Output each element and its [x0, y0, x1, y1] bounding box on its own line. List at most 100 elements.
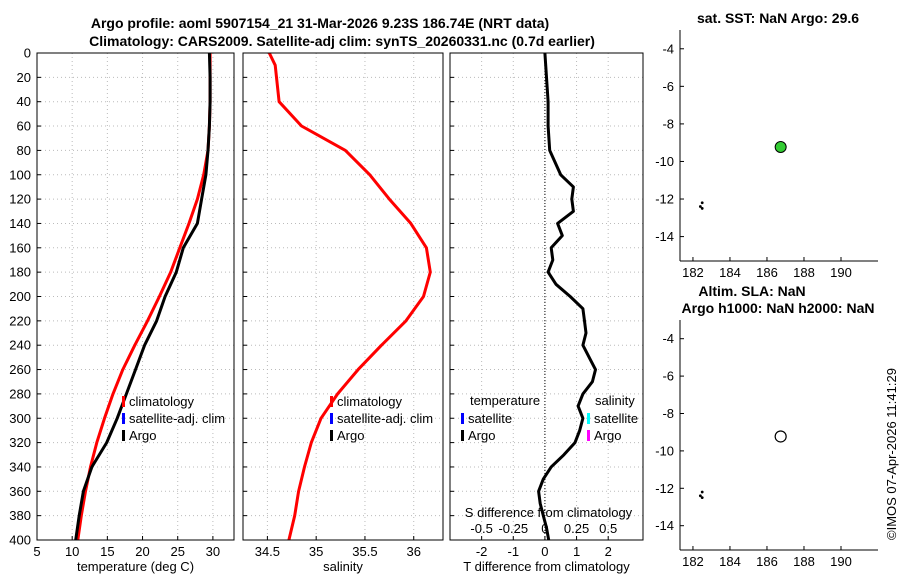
y-tick-label: -6	[662, 369, 674, 384]
profile-marker	[774, 430, 787, 443]
legend-label: Argo	[594, 428, 621, 443]
y-tick-label: 80	[17, 143, 31, 158]
y-tick-label: 40	[17, 94, 31, 109]
x-tick-label: -1	[507, 544, 519, 559]
x-tick-label: 15	[100, 544, 114, 559]
x-tick-label: 186	[756, 554, 778, 569]
y-tick-label: 0	[24, 46, 31, 61]
axes-frame	[36, 52, 235, 541]
x-tick-label: 190	[830, 265, 852, 280]
legend-swatch	[330, 413, 333, 424]
watermark: ©IMOS 07-Apr-2026 11:41:29	[884, 368, 899, 540]
x2-tick-label: -0.5	[470, 521, 492, 536]
x-axis-label: temperature (deg C)	[77, 559, 194, 574]
y-tick-label: -4	[662, 41, 674, 56]
y-tick-label: 120	[9, 192, 31, 207]
legend-label: satellite-adj. clim	[129, 411, 225, 426]
series-line-climatology	[267, 52, 432, 541]
y-tick-label: -14	[655, 518, 674, 533]
x-axis-label: T difference from climatology	[463, 559, 630, 574]
sst-map-title: sat. SST: NaN Argo: 29.6	[697, 10, 859, 26]
y-tick-label: 380	[9, 508, 31, 523]
x-tick-label: 25	[170, 544, 184, 559]
legend-title-temperature: temperature	[470, 393, 540, 408]
x-tick-label: 10	[65, 544, 79, 559]
y-tick-label: 400	[9, 533, 31, 548]
sla-map-subtitle: Argo h1000: NaN h2000: NaN	[682, 300, 875, 316]
y-tick-label: 320	[9, 435, 31, 450]
x2-tick-label: 0.5	[599, 521, 617, 536]
y-tick-label: 220	[9, 313, 31, 328]
legend-swatch	[587, 430, 590, 441]
x-tick-label: 0	[541, 544, 548, 559]
x-tick-label: 20	[135, 544, 149, 559]
axes-frame	[242, 52, 444, 541]
legend-label: Argo	[129, 428, 156, 443]
axes-frame	[449, 52, 644, 541]
x-tick-label: 186	[756, 265, 778, 280]
y-tick-label: 180	[9, 265, 31, 280]
x-tick-label: 5	[33, 544, 40, 559]
x-tick-label: 35	[309, 544, 323, 559]
x-tick-label: 182	[682, 554, 704, 569]
y-tick-label: 340	[9, 459, 31, 474]
profile-marker	[774, 141, 787, 154]
legend-label: climatology	[337, 394, 403, 409]
y-tick-label: 60	[17, 119, 31, 134]
y-tick-label: 240	[9, 338, 31, 353]
y-tick-label: 260	[9, 362, 31, 377]
x2-tick-label: 0.25	[564, 521, 589, 536]
x-tick-label: 182	[682, 265, 704, 280]
legend-label: climatology	[129, 394, 195, 409]
legend-swatch	[330, 396, 333, 407]
x-tick-label: 184	[719, 265, 741, 280]
y-tick-label: -10	[655, 154, 674, 169]
legend-swatch	[122, 430, 125, 441]
y-tick-label: 300	[9, 411, 31, 426]
land-dot	[700, 207, 704, 210]
x-tick-label: 36	[406, 544, 420, 559]
x-tick-label: 188	[793, 265, 815, 280]
legend-swatch	[461, 413, 464, 424]
legend-title-salinity: salinity	[595, 393, 635, 408]
y-tick-label: 160	[9, 240, 31, 255]
y-tick-label: -8	[662, 406, 674, 421]
x2-axis-label: S difference from climatology	[465, 505, 633, 520]
legend-swatch	[461, 430, 464, 441]
y-tick-label: 140	[9, 216, 31, 231]
series-line-Argo	[74, 52, 212, 541]
sst-map-panel: -4 -6 -8 -10 -12 -14 182 184 186 188 190	[655, 30, 878, 280]
legend-swatch	[122, 413, 125, 424]
y-tick-label: -12	[655, 481, 674, 496]
y-tick-label: 200	[9, 289, 31, 304]
y-tick-label: 20	[17, 70, 31, 85]
land-dot	[700, 496, 704, 500]
y-tick-label: -14	[655, 229, 674, 244]
legend-label: Argo	[468, 428, 495, 443]
legend-swatch	[122, 396, 125, 407]
y-tick-label: -4	[662, 331, 674, 346]
series-line-Argo	[537, 52, 597, 541]
y-tick-label: -8	[662, 116, 674, 131]
land-dot	[698, 494, 702, 498]
legend-label: satellite-adj. clim	[337, 411, 433, 426]
legend-swatch	[587, 413, 590, 424]
sla-map-panel: -4 -6 -8 -10 -12 -14 182 184 186 188 190	[655, 320, 878, 569]
y-tick-label: 100	[9, 167, 31, 182]
y-tick-label: -12	[655, 192, 674, 207]
x-tick-label: -2	[476, 544, 488, 559]
y-tick-label: 360	[9, 484, 31, 499]
x-tick-label: 2	[605, 544, 612, 559]
x-tick-label: 184	[719, 554, 741, 569]
land-dot	[700, 201, 704, 205]
land-dot	[700, 490, 704, 494]
legend-swatch	[330, 430, 333, 441]
legend-label: satellite	[594, 411, 638, 426]
x-tick-label: 1	[573, 544, 580, 559]
temperature-profile-panel: 0 20 40 60 80 100 120 140 160 180 200 220 240 260 280 3…	[9, 46, 235, 574]
x-tick-label: 34.5	[255, 544, 280, 559]
difference-profile-panel: -2 -1 0 1 2T difference from climatology S di…	[449, 52, 644, 574]
title-line-2: Climatology: CARS2009. Satellite-adj cli…	[89, 33, 595, 49]
x-tick-label: 188	[793, 554, 815, 569]
